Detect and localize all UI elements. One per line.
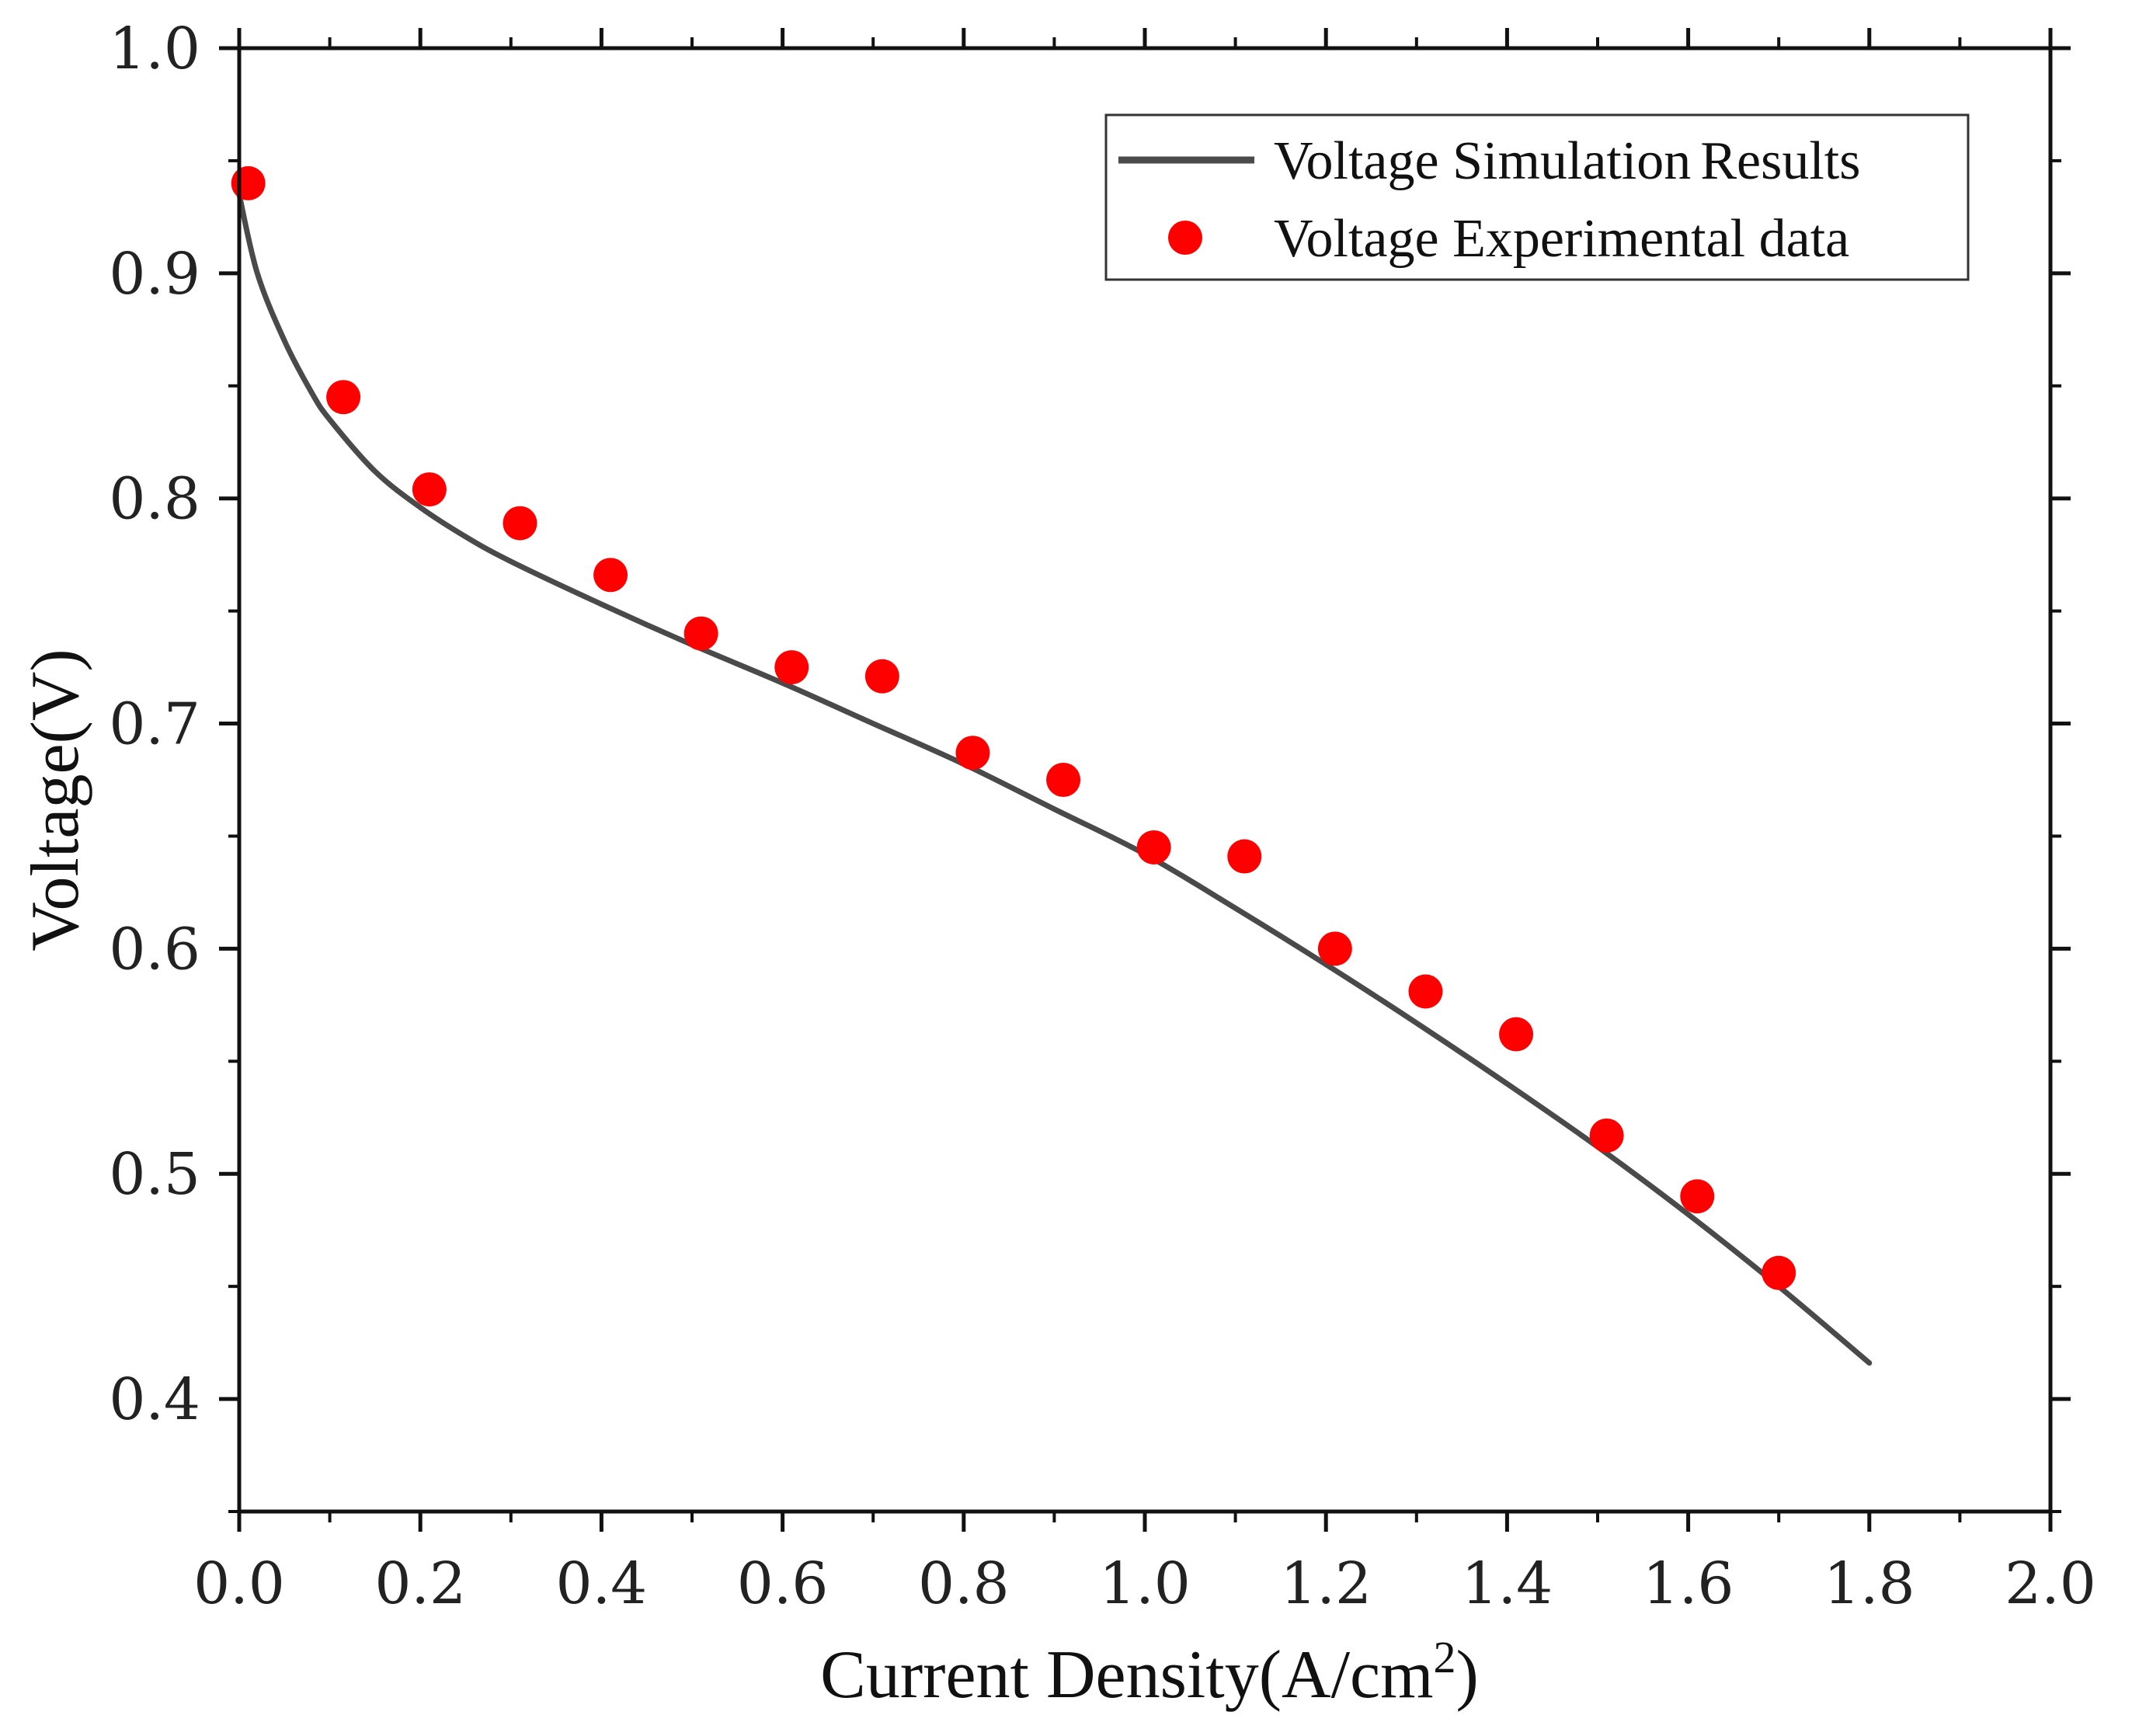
experimental-point <box>1408 974 1443 1009</box>
x-tick-label: 0.6 <box>737 1550 829 1617</box>
experimental-point <box>412 472 447 507</box>
legend-box <box>1104 113 1970 281</box>
x-tick-label: 1.8 <box>1824 1550 1915 1617</box>
experimental-point <box>955 736 990 771</box>
x-tick-label: 0.0 <box>193 1550 285 1617</box>
experimental-point <box>1680 1179 1715 1214</box>
experimental-point <box>1227 839 1262 874</box>
legend-dot-swatch <box>1168 221 1202 255</box>
experimental-point <box>774 650 809 685</box>
experimental-point <box>1136 830 1171 865</box>
y-tick-label: 0.4 <box>109 1366 200 1433</box>
x-tick-label: 0.4 <box>556 1550 648 1617</box>
y-tick-label: 0.7 <box>109 691 200 758</box>
experimental-point <box>864 659 899 694</box>
y-tick-label: 0.8 <box>109 466 200 533</box>
experimental-point <box>503 506 537 541</box>
experimental-point <box>1499 1017 1534 1052</box>
y-tick-label: 0.9 <box>109 241 200 308</box>
experimental-point <box>1762 1255 1796 1290</box>
y-tick-label: 0.5 <box>109 1141 200 1208</box>
experimental-point <box>593 558 628 593</box>
x-tick-label: 2.0 <box>2005 1550 2096 1617</box>
y-tick-label: 1.0 <box>109 16 200 82</box>
x-tick-label: 0.8 <box>918 1550 1010 1617</box>
y-tick-label: 0.6 <box>109 916 200 983</box>
x-tick-label: 1.6 <box>1643 1550 1734 1617</box>
experimental-point <box>1046 763 1081 797</box>
x-axis-title: Current Density(A/cm2) <box>820 1632 1479 1713</box>
data-layer <box>231 165 1873 1366</box>
x-tick-label: 1.2 <box>1280 1550 1372 1617</box>
x-tick-label: 1.0 <box>1099 1550 1191 1617</box>
experimental-point <box>326 380 361 415</box>
legend: Voltage Simulation Results Voltage Experi… <box>1104 113 1970 281</box>
experimental-point <box>1317 931 1352 966</box>
legend-label-experimental: Voltage Experimental data <box>1274 209 1849 269</box>
x-tick-label: 0.2 <box>374 1550 466 1617</box>
experimental-point <box>231 165 266 200</box>
y-axis-title: Voltage(V) <box>18 649 93 951</box>
experimental-point <box>1589 1118 1624 1153</box>
axes: 0.0 0.2 0.4 0.6 0.8 1.0 1.2 1.4 1.6 1.8 2.0 0.4 0.5 0… <box>109 16 2096 1617</box>
experimental-point <box>683 616 718 651</box>
simulation-line <box>236 191 1873 1366</box>
legend-label-simulation: Voltage Simulation Results <box>1274 131 1860 191</box>
x-tick-label: 1.4 <box>1462 1550 1553 1617</box>
